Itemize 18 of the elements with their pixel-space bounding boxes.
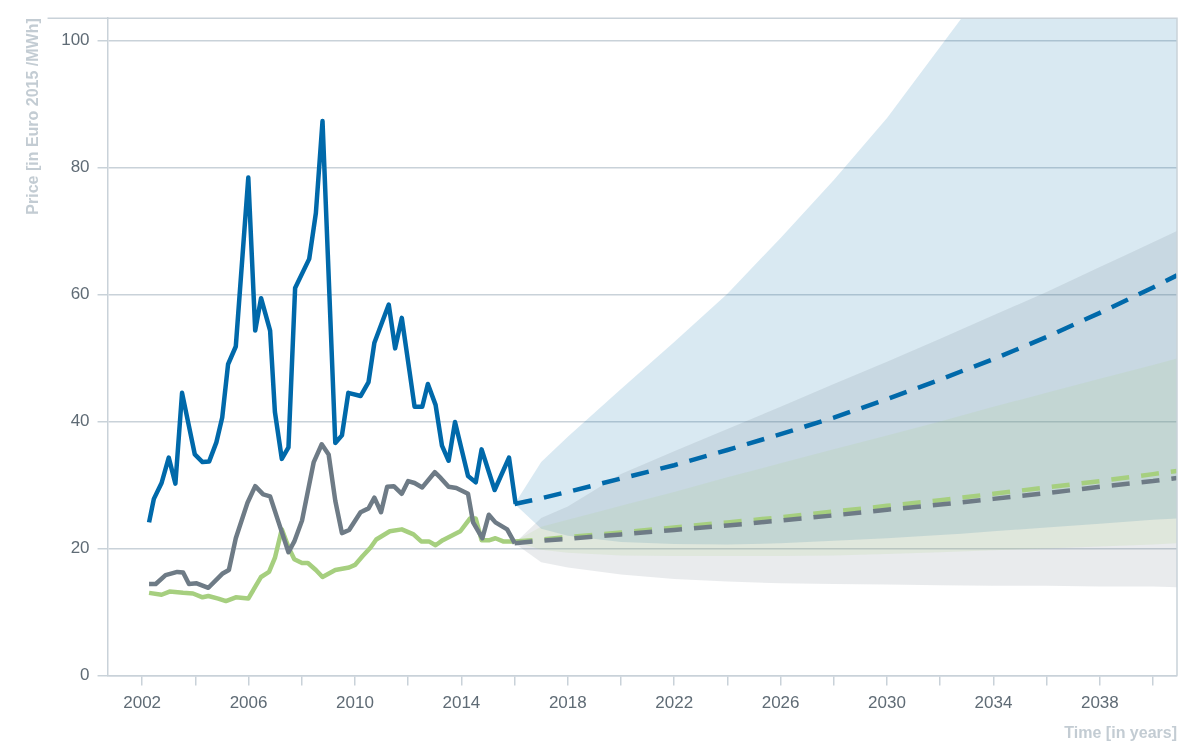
x-tick-label: 2030	[868, 693, 906, 713]
x-tick-label: 2018	[548, 693, 587, 713]
x-tick-label: 2022	[655, 693, 694, 713]
x-tick-label: 2006	[229, 693, 268, 713]
x-tick-label: 2026	[761, 693, 800, 713]
x-tick-label: 2014	[442, 693, 481, 713]
x-tick-label: 2034	[974, 693, 1013, 713]
y-tick-label: 100	[61, 30, 90, 50]
x-tick-label: 2038	[1080, 693, 1119, 713]
x-tick-label: 2002	[123, 693, 162, 713]
y-tick-label: 40	[70, 411, 90, 431]
x-tick-label: 2010	[336, 693, 374, 713]
y-tick-label: 0	[80, 665, 90, 685]
y-axis-title: Price [in Euro 2015 /MWh]	[24, 18, 42, 215]
y-tick-label: 60	[70, 284, 90, 304]
x-axis-title: Time [in years]	[1064, 723, 1177, 741]
y-tick-label: 20	[70, 538, 90, 558]
y-tick-label: 80	[70, 157, 90, 177]
